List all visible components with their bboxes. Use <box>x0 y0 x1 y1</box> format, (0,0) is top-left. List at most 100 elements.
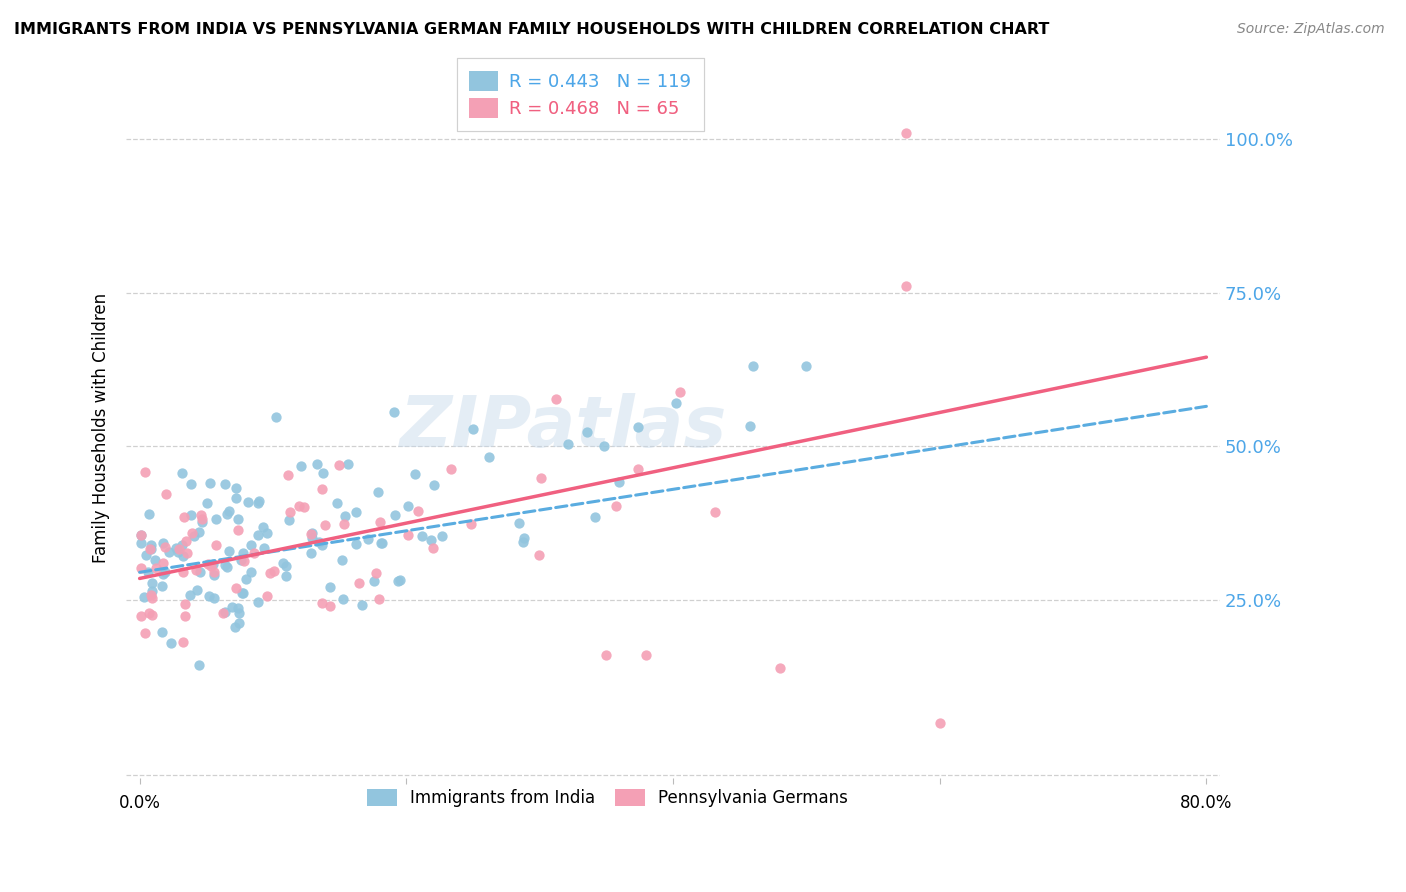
Text: 0.0%: 0.0% <box>118 794 160 812</box>
Point <box>179 588 201 602</box>
Point <box>311 482 333 496</box>
Point <box>367 485 389 500</box>
Point <box>141 607 163 622</box>
Point <box>278 505 301 519</box>
Point <box>263 564 285 578</box>
Point <box>896 126 918 140</box>
Point <box>205 538 228 552</box>
Point <box>129 609 152 624</box>
Legend: Immigrants from India, Pennsylvania Germans: Immigrants from India, Pennsylvania Germ… <box>359 780 856 815</box>
Point <box>259 566 281 581</box>
Point <box>277 467 299 482</box>
Point <box>740 418 762 433</box>
Point <box>214 558 236 572</box>
Point <box>312 467 335 481</box>
Point <box>229 553 252 567</box>
Point <box>308 535 330 549</box>
Point <box>396 528 419 542</box>
Point <box>423 478 446 492</box>
Point <box>180 508 202 522</box>
Point <box>135 549 157 563</box>
Point <box>389 574 412 588</box>
Point <box>463 422 485 436</box>
Point <box>190 508 212 522</box>
Point <box>396 499 419 513</box>
Point <box>195 496 218 510</box>
Point <box>138 607 160 621</box>
Point <box>236 495 259 509</box>
Text: Source: ZipAtlas.com: Source: ZipAtlas.com <box>1237 22 1385 37</box>
Point <box>138 565 160 579</box>
Point <box>215 560 238 574</box>
Point <box>129 536 152 550</box>
Point <box>704 506 727 520</box>
Point <box>173 510 195 524</box>
Point <box>139 538 162 552</box>
Point <box>173 597 195 611</box>
Point <box>299 526 322 541</box>
Point <box>668 384 690 399</box>
Point <box>246 528 269 542</box>
Point <box>411 529 433 543</box>
Point <box>176 533 198 548</box>
Point <box>214 605 236 619</box>
Point <box>214 477 236 491</box>
Point <box>155 487 177 501</box>
Point <box>247 594 270 608</box>
Point <box>460 516 482 531</box>
Point <box>211 606 233 620</box>
Text: 80.0%: 80.0% <box>1180 794 1233 812</box>
Point <box>419 533 441 547</box>
Point <box>232 586 254 600</box>
Point <box>301 531 323 545</box>
Point <box>160 635 183 649</box>
Point <box>626 419 648 434</box>
Point <box>292 500 315 515</box>
Point <box>228 606 250 620</box>
Point <box>197 557 219 571</box>
Point <box>157 544 180 558</box>
Point <box>319 580 342 594</box>
Point <box>311 538 333 552</box>
Point <box>328 458 350 473</box>
Point <box>326 496 349 510</box>
Point <box>221 599 243 614</box>
Point <box>593 439 616 453</box>
Point <box>226 601 249 615</box>
Point <box>349 575 371 590</box>
Point <box>167 544 190 558</box>
Point <box>231 585 253 599</box>
Point <box>224 620 246 634</box>
Point <box>440 461 463 475</box>
Point <box>153 540 176 554</box>
Text: ZIPatlas: ZIPatlas <box>399 393 727 462</box>
Point <box>200 559 222 574</box>
Point <box>226 523 249 537</box>
Point <box>165 541 187 556</box>
Point <box>141 591 163 605</box>
Point <box>167 541 190 556</box>
Point <box>595 648 617 663</box>
Point <box>172 565 194 579</box>
Point <box>330 553 353 567</box>
Y-axis label: Family Households with Children: Family Households with Children <box>93 293 110 563</box>
Point <box>247 496 270 510</box>
Point <box>896 279 918 293</box>
Point <box>350 598 373 612</box>
Point <box>742 359 765 374</box>
Point <box>198 589 221 603</box>
Point <box>276 568 298 582</box>
Point <box>319 599 342 613</box>
Point <box>256 589 278 603</box>
Point <box>176 546 198 560</box>
Point <box>404 467 426 481</box>
Point <box>422 541 444 556</box>
Point <box>332 591 354 606</box>
Point <box>200 475 222 490</box>
Point <box>186 563 208 577</box>
Point <box>202 591 225 605</box>
Point <box>180 526 202 541</box>
Point <box>928 715 950 730</box>
Point <box>242 546 264 560</box>
Point <box>152 567 174 582</box>
